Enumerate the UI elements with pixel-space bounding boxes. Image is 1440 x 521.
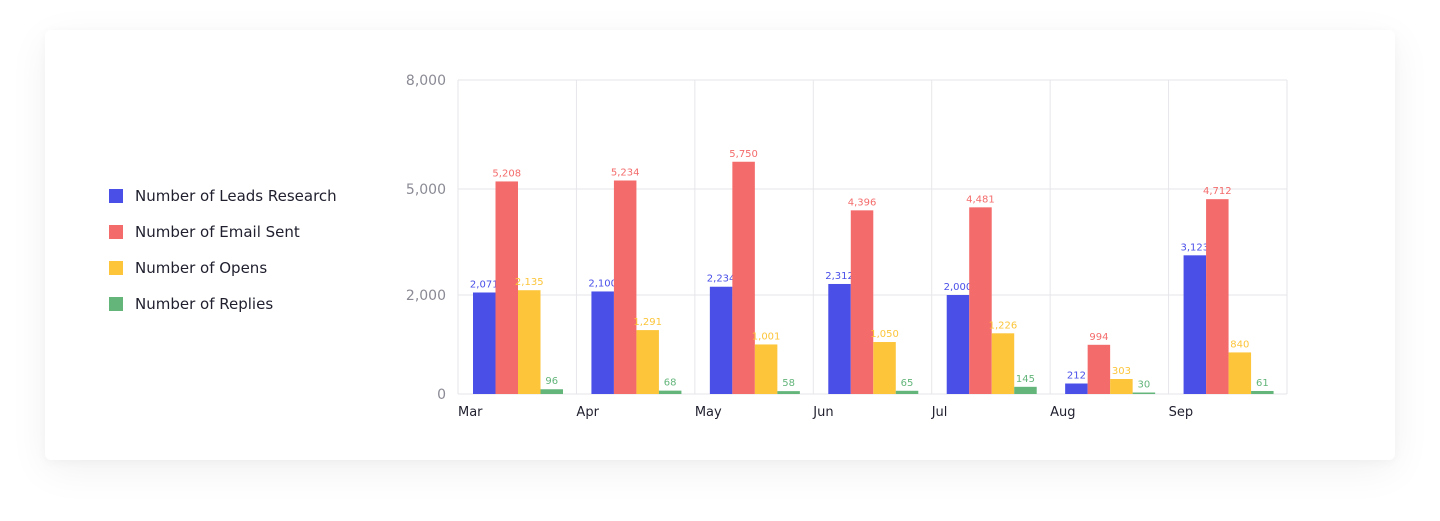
legend-item-replies[interactable]: Number of Replies (109, 286, 337, 322)
data-label: 30 (1138, 380, 1151, 391)
bar (540, 389, 563, 394)
legend-label-email-sent: Number of Email Sent (135, 223, 300, 241)
data-label: 1,226 (989, 320, 1018, 331)
data-label: 145 (1016, 374, 1035, 385)
bar (991, 333, 1015, 394)
legend-label-replies: Number of Replies (135, 295, 274, 313)
data-label: 2,071 (470, 279, 499, 290)
bar (895, 390, 919, 394)
y-tick-label: 2,000 (406, 288, 446, 304)
x-category-label: Aug (1050, 405, 1075, 420)
bar (1110, 379, 1133, 394)
data-label: 96 (545, 376, 558, 387)
y-tick-label: 5,000 (406, 182, 446, 198)
bar (732, 161, 755, 394)
bar (1183, 255, 1207, 394)
data-label: 840 (1230, 339, 1249, 350)
x-category-label: Mar (458, 405, 483, 420)
x-category-label: Jul (931, 405, 948, 420)
bar (777, 391, 800, 394)
bar (1087, 344, 1111, 394)
data-label: 5,750 (729, 149, 758, 160)
data-label: 68 (664, 378, 677, 389)
legend-label-opens: Number of Opens (135, 259, 268, 277)
bar (873, 342, 896, 394)
bar (1014, 386, 1037, 394)
data-label: 5,208 (492, 168, 521, 179)
bar (591, 291, 614, 394)
legend-swatch-email-sent (109, 225, 123, 239)
legend-item-leads[interactable]: Number of Leads Research (109, 178, 337, 214)
data-label: 1,001 (752, 331, 781, 342)
data-label: 2,312 (825, 271, 854, 282)
bar (850, 210, 874, 394)
data-label: 212 (1067, 371, 1086, 382)
bar (1065, 383, 1088, 394)
legend: Number of Leads Research Number of Email… (109, 178, 337, 322)
bar (1228, 352, 1252, 394)
bar (946, 295, 970, 394)
bar (709, 286, 733, 394)
x-category-label: Apr (576, 405, 599, 420)
bar (495, 181, 518, 394)
x-category-label: Sep (1169, 405, 1194, 420)
y-tick-label: 8,000 (406, 73, 446, 89)
bar (658, 390, 682, 394)
bar (1251, 390, 1274, 394)
legend-swatch-replies (109, 297, 123, 311)
data-label: 4,396 (848, 197, 877, 208)
bar (518, 290, 541, 394)
x-category-label: Jun (812, 405, 833, 420)
bar (473, 292, 496, 394)
data-label: 1,050 (870, 329, 899, 340)
data-label: 2,000 (944, 282, 973, 293)
data-label: 2,234 (707, 274, 736, 285)
bar (613, 180, 637, 394)
bar (828, 283, 851, 394)
y-tick-label: 0 (437, 387, 446, 403)
data-label: 4,481 (966, 194, 995, 205)
data-label: 65 (901, 378, 914, 389)
bar (1206, 199, 1229, 394)
data-label: 58 (782, 378, 795, 389)
data-label: 5,234 (611, 167, 640, 178)
data-label: 3,123 (1181, 242, 1210, 253)
legend-swatch-leads (109, 189, 123, 203)
legend-label-leads: Number of Leads Research (135, 187, 337, 205)
x-category-label: May (695, 405, 722, 420)
bar (1132, 392, 1156, 394)
data-label: 1,291 (633, 317, 662, 328)
bar (754, 344, 778, 394)
legend-item-email-sent[interactable]: Number of Email Sent (109, 214, 337, 250)
data-label: 4,712 (1203, 186, 1232, 197)
data-label: 61 (1256, 378, 1269, 389)
legend-swatch-opens (109, 261, 123, 275)
data-label: 994 (1089, 332, 1108, 343)
data-label: 2,100 (588, 278, 617, 289)
bar (969, 207, 992, 394)
data-label: 2,135 (515, 277, 544, 288)
bar (636, 330, 659, 394)
data-label: 303 (1112, 366, 1131, 377)
legend-item-opens[interactable]: Number of Opens (109, 250, 337, 286)
